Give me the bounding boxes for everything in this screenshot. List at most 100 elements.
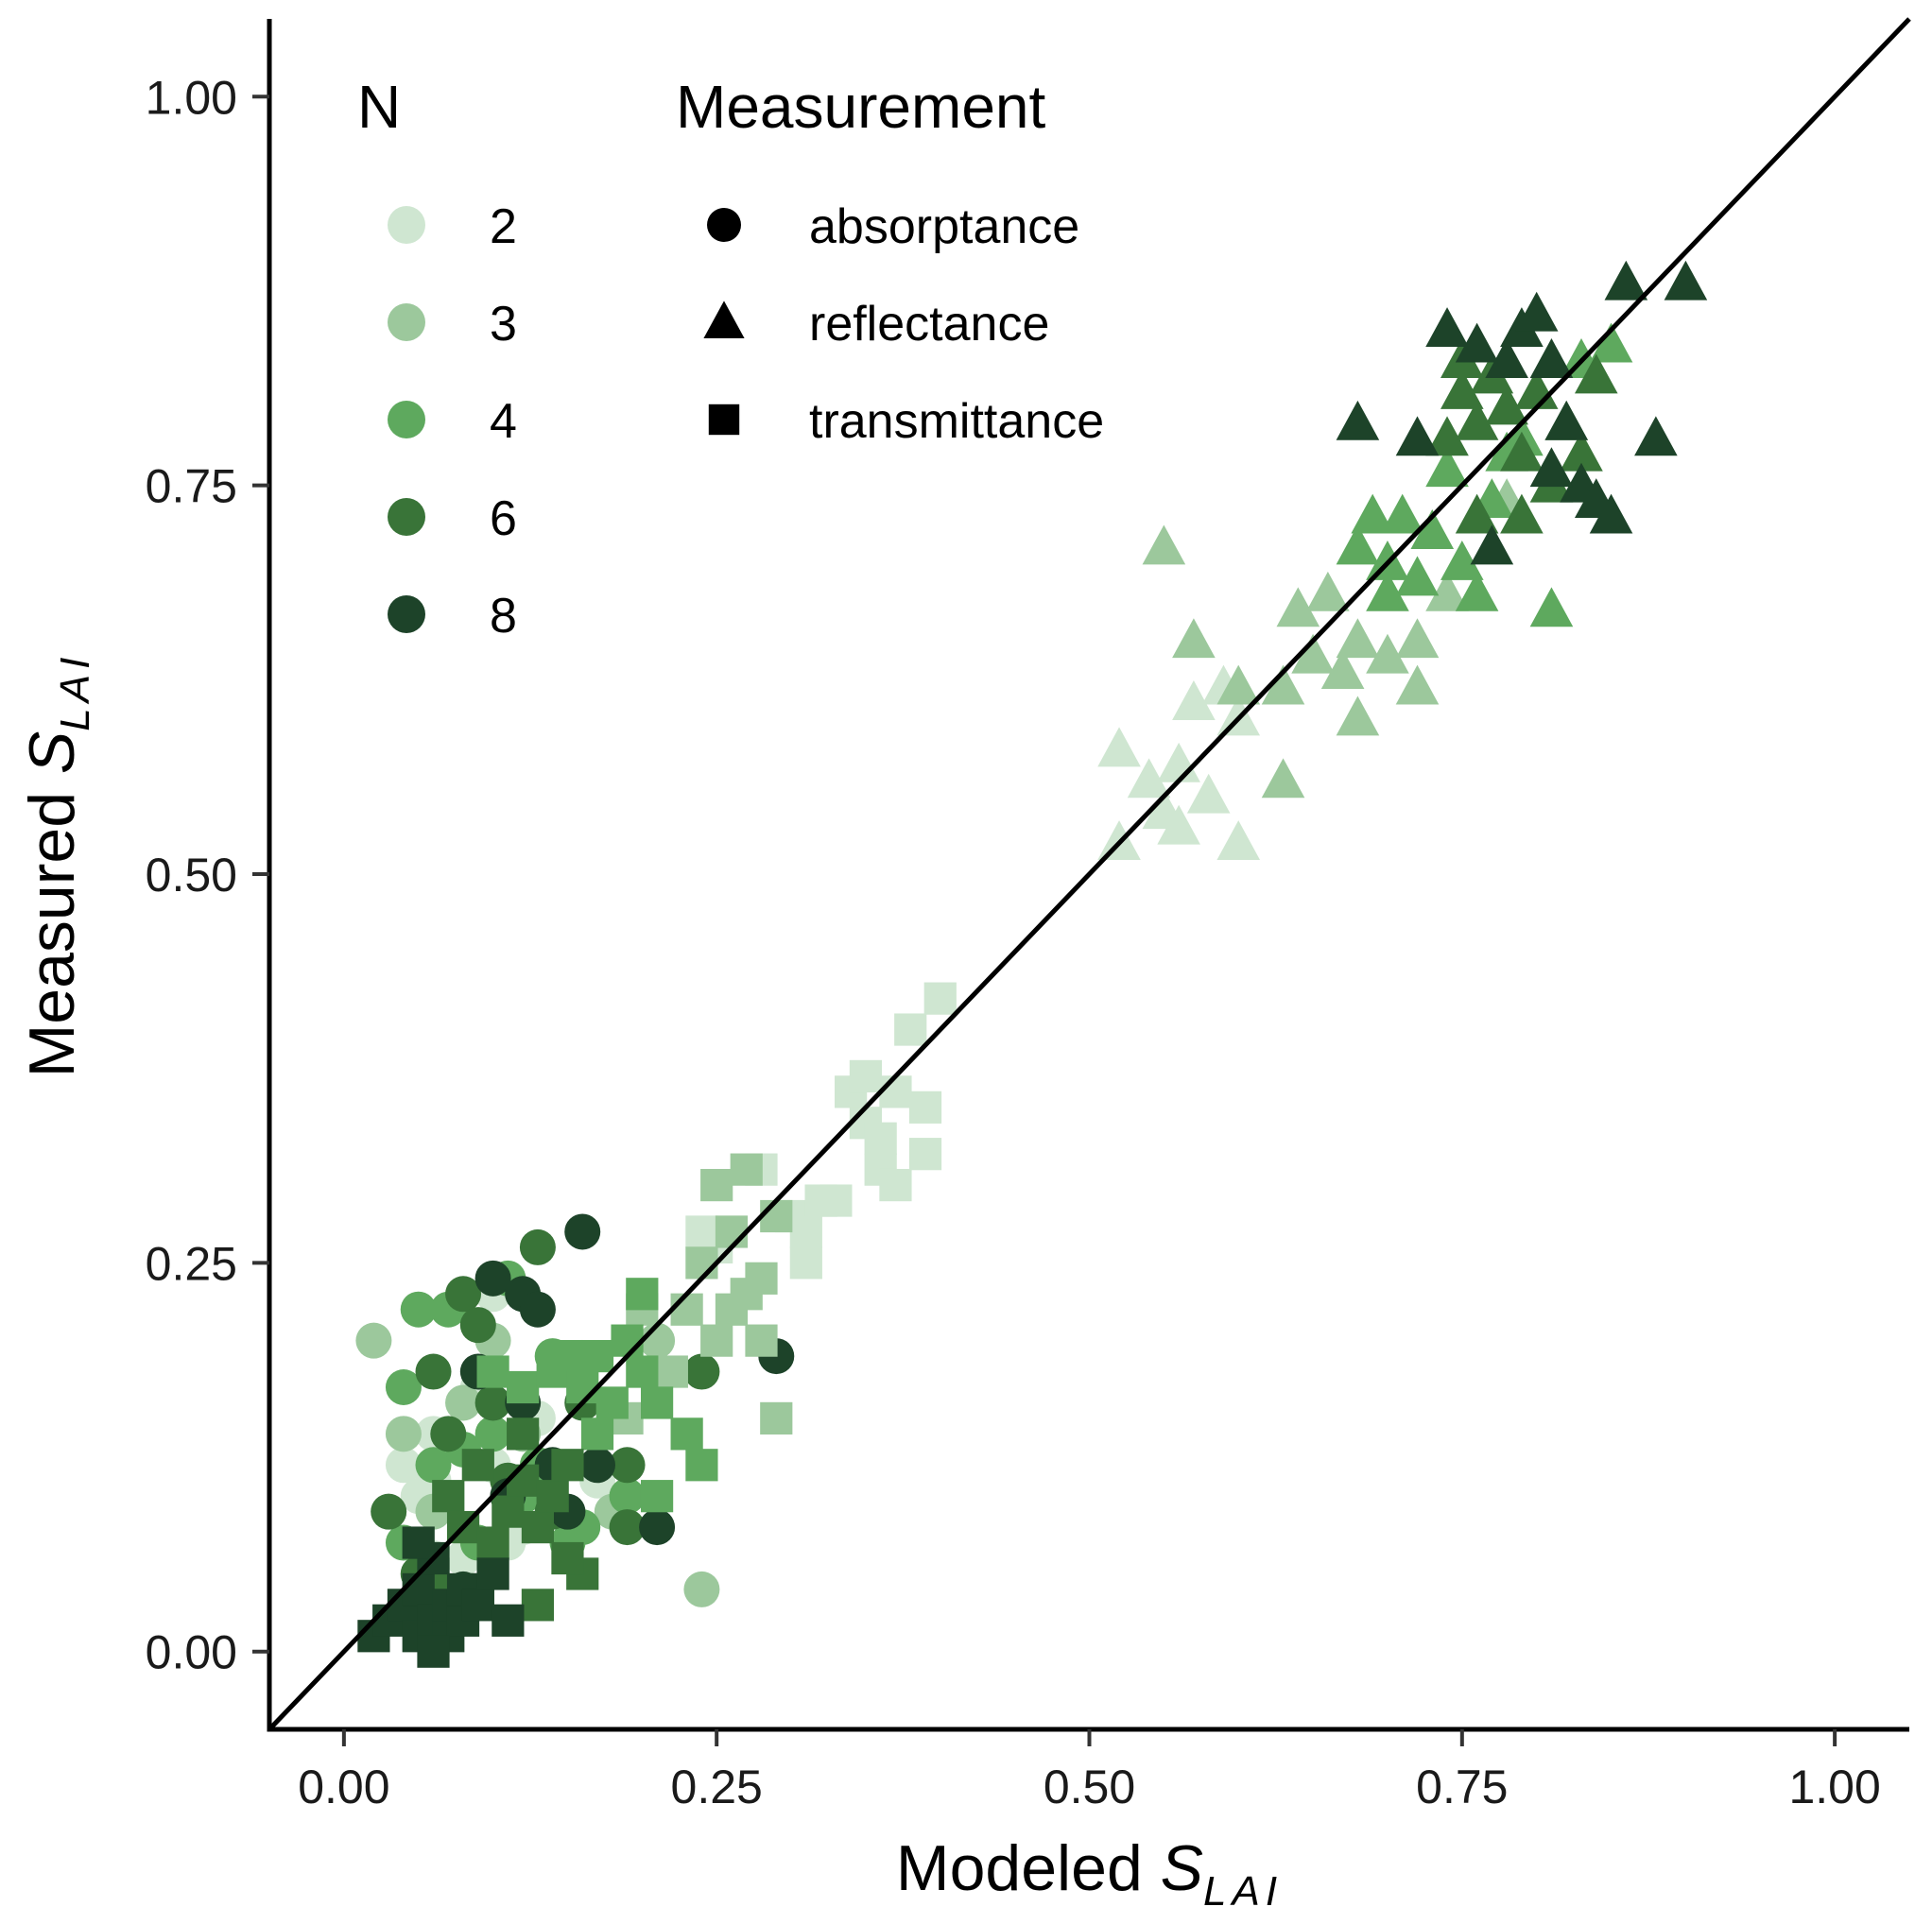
absorptance-point	[385, 1447, 422, 1484]
reflectance-point	[1455, 400, 1499, 440]
y-tick-label: 0.75	[146, 460, 237, 513]
legend: N 2 3 4 6 8 Measurement absorptance reflectance t…	[357, 73, 1104, 644]
transmittance-point	[521, 1510, 555, 1544]
reflectance-point	[1500, 493, 1544, 534]
transmittance-point	[580, 1339, 614, 1373]
reflectance-point	[1395, 416, 1440, 456]
transmittance-point	[611, 1324, 644, 1357]
reflectance-point	[1261, 664, 1305, 705]
transmittance-point	[760, 1199, 793, 1233]
absorptance-point	[519, 1228, 556, 1265]
reflectance-point	[1500, 431, 1544, 472]
reflectance-point	[1380, 493, 1424, 534]
transmittance-point	[402, 1572, 435, 1606]
x-tick-label: 0.00	[298, 1761, 389, 1813]
y-tick-label: 0.00	[146, 1626, 237, 1679]
reflectance-point	[1604, 260, 1648, 301]
transmittance-point	[432, 1480, 465, 1513]
legend-shape-title: Measurement	[676, 73, 1046, 141]
transmittance-point	[685, 1449, 718, 1482]
legend-color-label: 3	[490, 297, 517, 352]
reflectance-point	[1366, 571, 1409, 611]
transmittance-point	[923, 982, 957, 1015]
absorptance-point	[639, 1509, 676, 1546]
absorptance-point	[430, 1416, 467, 1452]
transmittance-point	[402, 1526, 435, 1559]
transmittance-point	[670, 1293, 703, 1326]
transmittance-point	[507, 1370, 540, 1404]
transmittance-point	[879, 1168, 912, 1202]
transmittance-point	[655, 1355, 688, 1388]
transmittance-point	[849, 1059, 883, 1093]
x-tick-label: 1.00	[1788, 1761, 1880, 1813]
absorptance-point	[579, 1447, 615, 1484]
y-axis-title-subscript: LAI	[52, 652, 98, 731]
transmittance-point	[551, 1449, 584, 1482]
y-axis-title: Measured SLAI	[16, 652, 98, 1078]
transmittance-point	[760, 1401, 793, 1435]
reflectance-point	[1172, 618, 1216, 659]
reflectance-point	[1664, 260, 1708, 301]
transmittance-point	[595, 1386, 629, 1419]
absorptance-point	[445, 1276, 482, 1313]
y-tick-label: 1.00	[146, 71, 237, 124]
reflectance-point	[1410, 509, 1455, 549]
legend-shape-key	[708, 404, 740, 436]
transmittance-point	[685, 1215, 718, 1248]
legend-shape-label: reflectance	[809, 297, 1049, 352]
transmittance-point	[745, 1262, 778, 1295]
legend-color-key	[388, 206, 425, 244]
transmittance-point	[492, 1495, 525, 1528]
reflectance-point	[1514, 291, 1559, 332]
reflectance-point	[1425, 447, 1469, 488]
transmittance-point	[492, 1604, 525, 1637]
reflectance-point	[1589, 322, 1633, 363]
reflectance-point	[1276, 587, 1320, 627]
y-tick-label: 0.50	[146, 849, 237, 902]
absorptance-point	[519, 1291, 556, 1328]
reflectance-point	[1425, 416, 1469, 456]
reflectance-point	[1186, 773, 1231, 814]
reflectance-point	[1097, 727, 1141, 767]
absorptance-point	[459, 1307, 496, 1344]
reflectance-point	[1634, 416, 1678, 456]
x-tick-label: 0.25	[671, 1761, 763, 1813]
y-axis-title-symbol: S	[16, 731, 88, 774]
transmittance-point	[879, 1075, 912, 1108]
reflectance-point	[1589, 493, 1633, 534]
absorptance-point	[609, 1509, 646, 1546]
legend-color-label: 4	[490, 394, 517, 449]
reflectance-point	[1336, 696, 1380, 736]
y-tick-label: 0.25	[146, 1237, 237, 1290]
transmittance-point	[461, 1589, 494, 1622]
transmittance-point	[670, 1417, 703, 1451]
reflectance-point	[1455, 571, 1499, 611]
transmittance-point	[715, 1215, 749, 1248]
reflectance-point	[1351, 493, 1394, 534]
transmittance-point	[551, 1541, 584, 1575]
reflectance-point	[1142, 789, 1186, 830]
x-axis-title-subscript: LAI	[1203, 1868, 1283, 1915]
reflectance-point	[1455, 493, 1499, 534]
transmittance-point	[461, 1449, 494, 1482]
transmittance-point	[566, 1370, 599, 1404]
transmittance-point	[476, 1526, 509, 1559]
transmittance-point	[640, 1386, 674, 1419]
reflectance-point	[1336, 524, 1380, 565]
transmittance-point	[789, 1246, 822, 1280]
transmittance-point	[580, 1417, 614, 1451]
legend-color-title: N	[357, 73, 401, 141]
reflectance-point	[1127, 758, 1171, 799]
transmittance-point	[894, 1013, 927, 1046]
reflectance-point	[1320, 649, 1365, 690]
x-axis-title: Modeled SLAI	[896, 1832, 1283, 1915]
x-axis-title-symbol: S	[1161, 1832, 1203, 1904]
transmittance-point	[908, 1091, 942, 1124]
legend-shape-label: absorptance	[809, 199, 1079, 254]
data-points	[355, 260, 1708, 1668]
legend-color-key	[388, 498, 425, 536]
reflectance-point	[1470, 524, 1514, 565]
legend-shape-key	[707, 208, 741, 242]
